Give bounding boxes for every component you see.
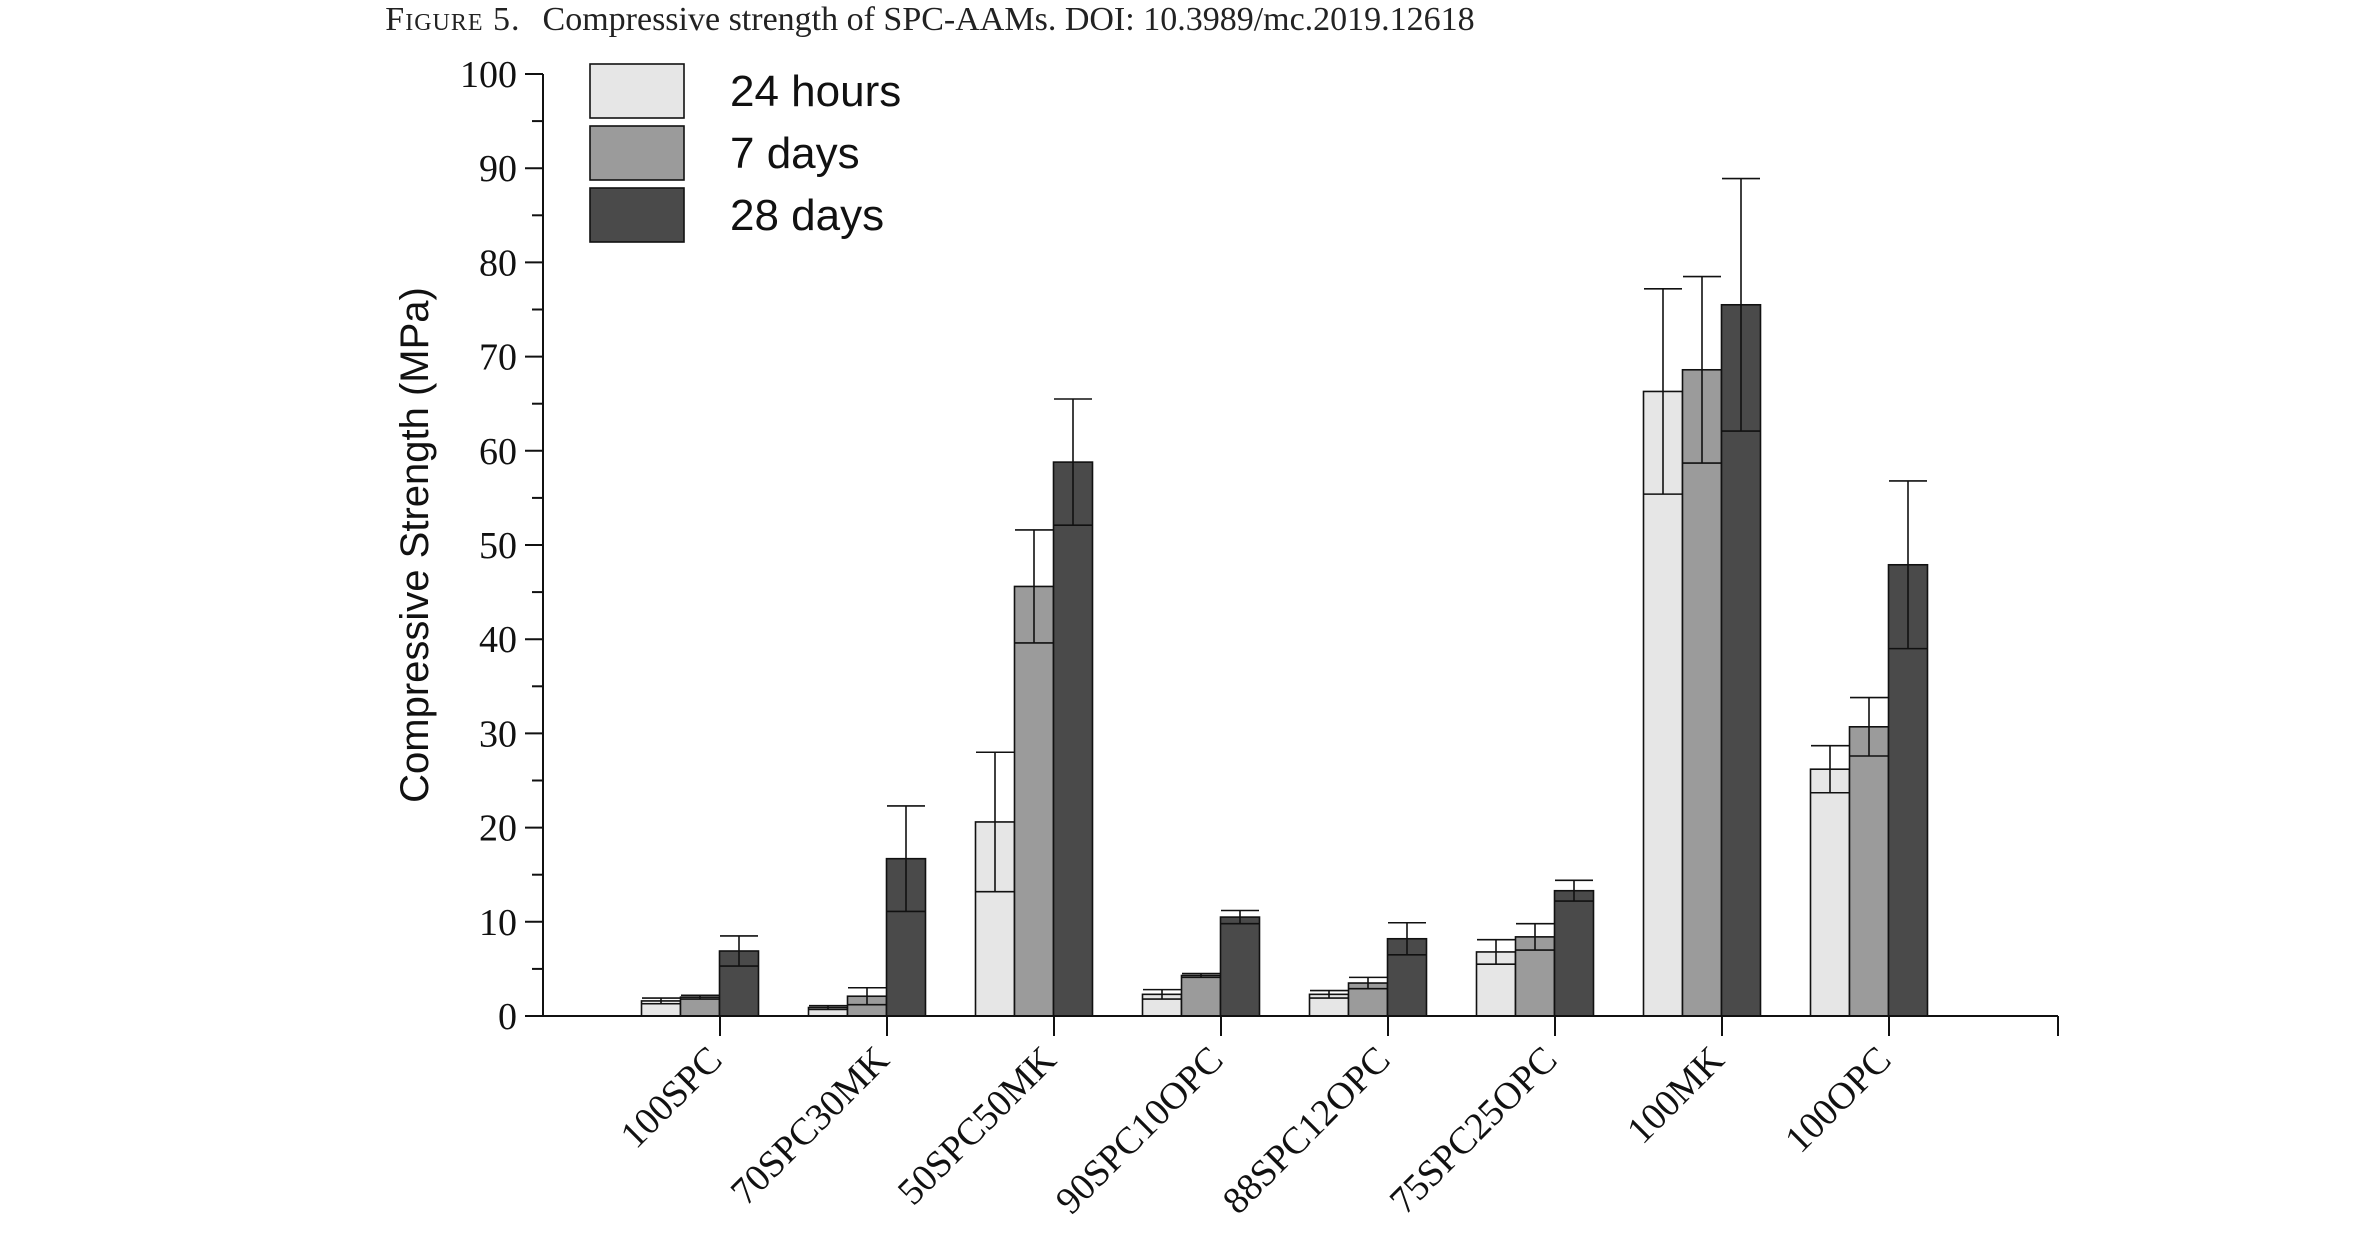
bar-group-88SPC12OPC bbox=[1308, 921, 1428, 1017]
legend-swatch-7-days bbox=[589, 125, 685, 181]
caption-text: Compressive strength of SPC-AAMs. DOI: 1… bbox=[542, 1, 1475, 38]
bar-100OPC-24-hours bbox=[1809, 768, 1851, 1017]
x-tick-label-100MK: 100MK bbox=[1619, 1038, 1733, 1152]
legend-swatch-24-hours bbox=[589, 63, 685, 119]
y-tick-label-10: 10 bbox=[479, 902, 517, 944]
legend-label-24-hours: 24 hours bbox=[730, 67, 901, 116]
x-tick-label-50SPC50MK: 50SPC50MK bbox=[890, 1038, 1065, 1213]
bar-75SPC25OPC-28-days bbox=[1553, 889, 1595, 1017]
y-tick-label-100: 100 bbox=[460, 54, 517, 96]
y-axis-title: Compressive Strength (MPa) bbox=[393, 287, 437, 803]
y-tick-label-90: 90 bbox=[479, 148, 517, 190]
y-tick-label-0: 0 bbox=[498, 996, 517, 1038]
x-tick-label-100SPC: 100SPC bbox=[613, 1039, 731, 1157]
bar-100OPC-7-days bbox=[1848, 726, 1890, 1017]
bar-group-90SPC10OPC bbox=[1141, 909, 1261, 1017]
figure-caption: Figure 5. Compressive strength of SPC-AAM… bbox=[0, 0, 1860, 48]
legend-item-28-days: 28 days bbox=[589, 187, 884, 243]
legend: 24 hours 7 days 28 days bbox=[589, 63, 901, 243]
legend-label-28-days: 28 days bbox=[730, 191, 884, 240]
x-tick-label-75SPC25OPC: 75SPC25OPC bbox=[1382, 1039, 1566, 1223]
legend-label-7-days: 7 days bbox=[730, 129, 860, 178]
bar-group-100OPC bbox=[1809, 480, 1929, 1017]
y-tick-label-80: 80 bbox=[479, 242, 517, 284]
legend-item-7-days: 7 days bbox=[589, 125, 860, 181]
bar-group-70SPC30MK bbox=[807, 805, 927, 1017]
x-tick-label-90SPC10OPC: 90SPC10OPC bbox=[1048, 1039, 1232, 1223]
bar-50SPC50MK-7-days bbox=[1013, 585, 1055, 1017]
axes-layer: 0 10 20 30 40 50 60 70 80 90 100 100SPC70SPC30MK50S… bbox=[460, 54, 2059, 1223]
y-tick-label-60: 60 bbox=[479, 431, 517, 473]
y-tick-label-50: 50 bbox=[479, 525, 517, 567]
bar-70SPC30MK-28-days bbox=[885, 857, 927, 1017]
x-tick-label-100OPC: 100OPC bbox=[1777, 1039, 1899, 1161]
bar-100SPC-7-days bbox=[679, 996, 721, 1017]
x-tick-label-88SPC12OPC: 88SPC12OPC bbox=[1215, 1039, 1399, 1223]
legend-swatch-28-days bbox=[589, 187, 685, 243]
bar-group-100SPC bbox=[640, 935, 760, 1017]
y-tick-label-30: 30 bbox=[479, 713, 517, 755]
bar-100MK-7-days bbox=[1681, 368, 1723, 1017]
y-tick-label-40: 40 bbox=[479, 619, 517, 661]
legend-item-24-hours: 24 hours bbox=[589, 63, 901, 119]
bar-group-100MK bbox=[1642, 177, 1762, 1017]
bar-50SPC50MK-28-days bbox=[1052, 461, 1094, 1017]
y-tick-label-70: 70 bbox=[479, 337, 517, 379]
bar-90SPC10OPC-28-days bbox=[1219, 916, 1261, 1017]
bar-90SPC10OPC-7-days bbox=[1180, 974, 1222, 1017]
x-tick-label-70SPC30MK: 70SPC30MK bbox=[723, 1038, 898, 1213]
figure-label: Figure 5. bbox=[385, 1, 521, 38]
bar-group-75SPC25OPC bbox=[1475, 879, 1595, 1017]
bar-group-50SPC50MK bbox=[974, 398, 1094, 1017]
y-tick-label-20: 20 bbox=[479, 808, 517, 850]
bars-layer bbox=[640, 177, 1929, 1017]
